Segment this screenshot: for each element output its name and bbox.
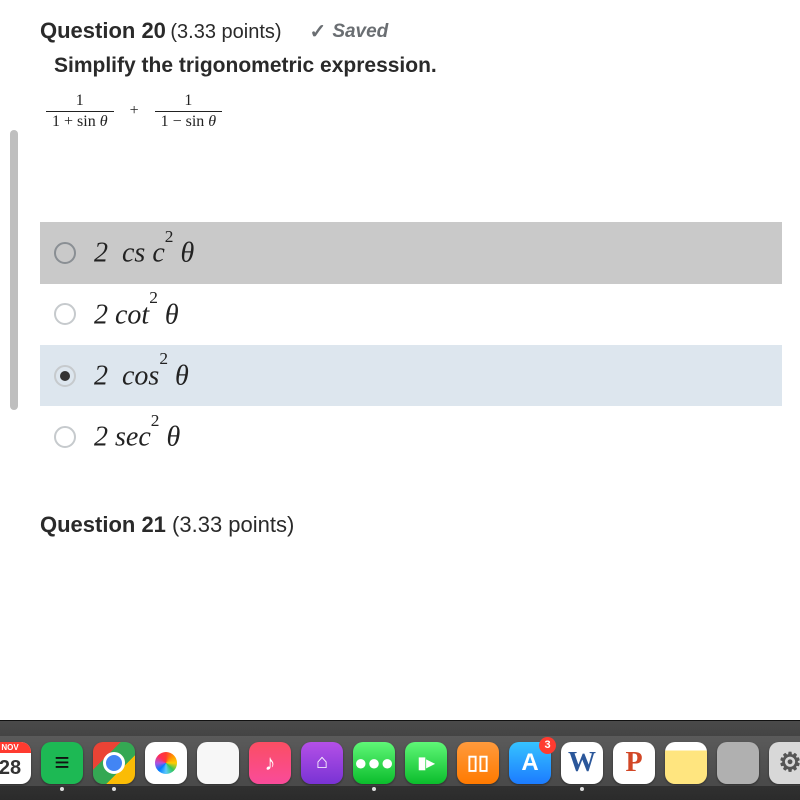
maps-icon[interactable]: [197, 742, 239, 784]
plus-operator: +: [130, 102, 139, 120]
check-icon: ✓: [310, 19, 327, 44]
launchpad-icon[interactable]: [717, 742, 759, 784]
denominator: 1 + sin θ: [46, 111, 114, 131]
books-icon[interactable]: ▯▯: [457, 742, 499, 784]
question-header: Question 20 (3.33 points) ✓ Saved: [40, 18, 800, 44]
question-prompt: Simplify the trigonometric expression.: [54, 54, 800, 78]
spotify-icon[interactable]: ≡: [41, 742, 83, 784]
podcasts-icon[interactable]: ⌂: [301, 742, 343, 784]
facetime-icon[interactable]: ▮▸: [405, 742, 447, 784]
numerator: 1: [70, 92, 90, 111]
question-number: Question 20 (3.33 points): [40, 18, 282, 44]
calendar-icon[interactable]: NOV 28: [0, 742, 31, 784]
saved-label: Saved: [332, 21, 388, 43]
option-a[interactable]: 2 cs c2 θ: [40, 222, 782, 283]
question-points: (3.33 points): [170, 21, 281, 43]
radio-c[interactable]: [54, 365, 76, 387]
scrollbar-thumb[interactable]: [10, 130, 18, 410]
chrome-icon[interactable]: [93, 742, 135, 784]
question-21-header: Question 21 (3.33 points): [40, 512, 800, 538]
settings-icon[interactable]: ⚙: [769, 742, 800, 784]
fraction-2: 1 1 − sin θ: [155, 92, 223, 130]
numerator: 1: [178, 92, 198, 111]
denominator: 1 − sin θ: [155, 111, 223, 131]
option-c-text: 2 cos2 θ: [94, 359, 189, 392]
calendar-day: 28: [0, 753, 21, 783]
radio-b[interactable]: [54, 303, 76, 325]
fraction-1: 1 1 + sin θ: [46, 92, 114, 130]
saved-indicator: ✓ Saved: [310, 19, 389, 44]
option-d[interactable]: 2 sec2 θ: [40, 406, 782, 467]
word-icon[interactable]: W: [561, 742, 603, 784]
question-21-label: Question 21: [40, 512, 166, 537]
photos-icon[interactable]: [145, 742, 187, 784]
math-expression: 1 1 + sin θ + 1 1 − sin θ: [46, 92, 800, 130]
answer-options: 2 cs c2 θ 2 cot2 θ 2 cos2 θ 2 sec2 θ: [40, 222, 800, 467]
question-21-points: (3.33 points): [172, 512, 294, 537]
question-label: Question 20: [40, 18, 166, 43]
option-c[interactable]: 2 cos2 θ: [40, 345, 782, 406]
calendar-month: NOV: [0, 742, 31, 753]
option-b[interactable]: 2 cot2 θ: [40, 284, 782, 345]
appstore-badge: 3: [539, 737, 556, 754]
powerpoint-icon[interactable]: P: [613, 742, 655, 784]
messages-icon[interactable]: ●●●: [353, 742, 395, 784]
music-icon[interactable]: ♪: [249, 742, 291, 784]
notes-icon[interactable]: [665, 742, 707, 784]
appstore-icon[interactable]: A3: [509, 742, 551, 784]
question-panel: Question 20 (3.33 points) ✓ Saved Simpli…: [0, 0, 800, 720]
macos-dock: NOV 28 ≡ ♪ ⌂ ●●● ▮▸ ▯▯ A3 W P ⚙: [0, 736, 800, 786]
macos-dock-background: NOV 28 ≡ ♪ ⌂ ●●● ▮▸ ▯▯ A3 W P ⚙: [0, 720, 800, 800]
option-d-text: 2 sec2 θ: [94, 420, 180, 453]
option-a-text: 2 cs c2 θ: [94, 236, 194, 269]
radio-d[interactable]: [54, 426, 76, 448]
option-b-text: 2 cot2 θ: [94, 298, 179, 331]
radio-a[interactable]: [54, 242, 76, 264]
